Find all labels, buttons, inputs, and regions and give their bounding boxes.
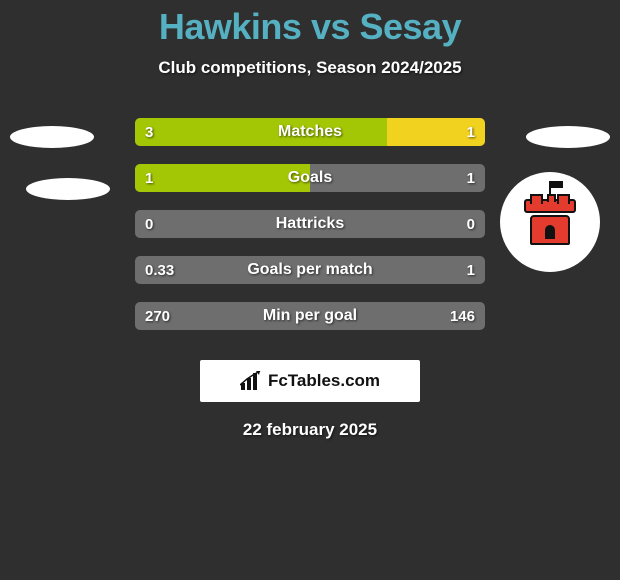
castle-icon [522,199,578,245]
stat-row: 0Hattricks0 [135,210,485,238]
page-title: Hawkins vs Sesay [0,0,620,48]
logo-text: FcTables.com [268,371,380,391]
player-right-avatar [500,172,600,272]
stat-value-right: 1 [467,164,475,192]
stat-label: Hattricks [135,210,485,238]
stat-row: 0.33Goals per match1 [135,256,485,284]
stat-row: 1Goals1 [135,164,485,192]
stat-label: Goals per match [135,256,485,284]
stat-value-right: 0 [467,210,475,238]
stat-row: 270Min per goal146 [135,302,485,330]
stat-label: Goals [135,164,485,192]
page-subtitle: Club competitions, Season 2024/2025 [0,58,620,78]
stat-label: Matches [135,118,485,146]
stat-row: 3Matches1 [135,118,485,146]
fctables-logo[interactable]: FcTables.com [200,360,420,402]
stat-value-right: 1 [467,118,475,146]
player-left-shape-top [10,126,94,148]
player-right-shape-top [526,126,610,148]
stat-value-right: 1 [467,256,475,284]
stat-value-right: 146 [450,302,475,330]
bar-chart-icon [240,371,262,391]
player-left-shape-bottom [26,178,110,200]
date-label: 22 february 2025 [0,420,620,440]
stat-label: Min per goal [135,302,485,330]
